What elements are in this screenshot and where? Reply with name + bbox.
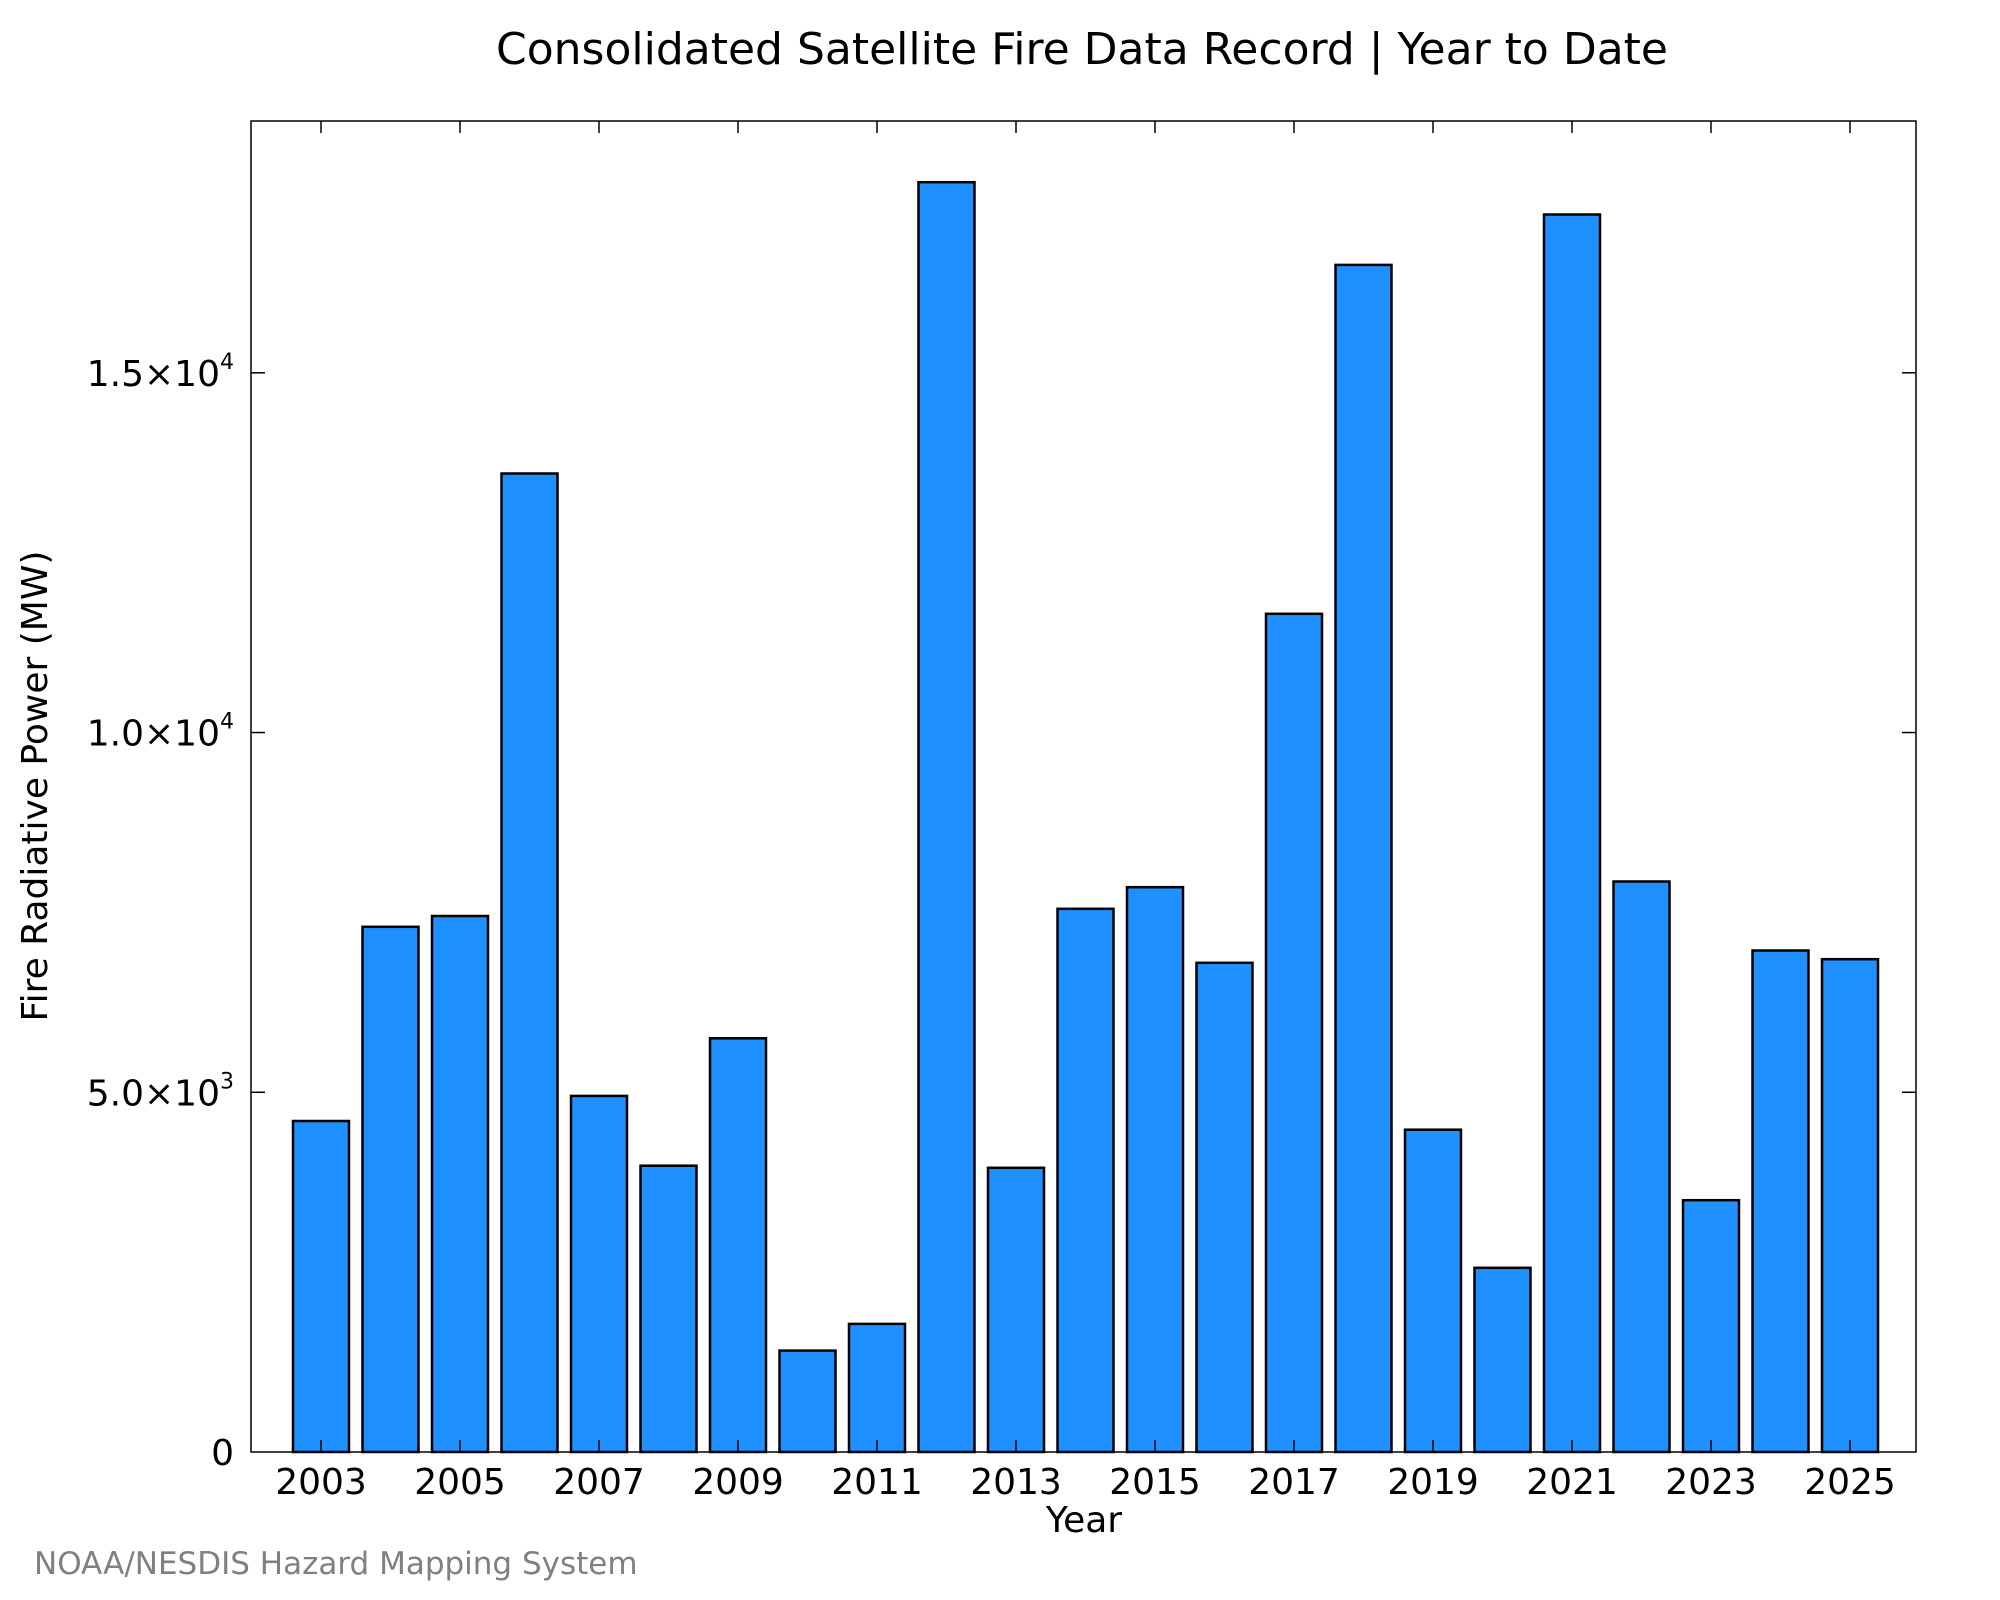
bar-2014 bbox=[1056, 907, 1115, 1454]
x-tick-label: 2019 bbox=[1387, 1462, 1479, 1503]
bar-2022 bbox=[1612, 880, 1671, 1454]
bar-2018 bbox=[1334, 263, 1393, 1454]
bar-2005 bbox=[430, 914, 490, 1454]
bar-2019 bbox=[1403, 1128, 1463, 1454]
x-tick-label: 2015 bbox=[1109, 1462, 1201, 1503]
y-tick-label: 5.0×103 bbox=[87, 1069, 234, 1114]
bar-2003 bbox=[291, 1119, 351, 1454]
x-tick-label: 2023 bbox=[1665, 1462, 1757, 1503]
credit-text: NOAA/NESDIS Hazard Mapping System bbox=[34, 1546, 638, 1582]
chart-title: Consolidated Satellite Fire Data Record … bbox=[496, 24, 1668, 75]
x-tick-label: 2007 bbox=[553, 1462, 645, 1503]
x-tick-label: 2009 bbox=[692, 1462, 784, 1503]
x-tick-label: 2005 bbox=[414, 1462, 506, 1503]
y-tick-label: 0 bbox=[211, 1433, 234, 1474]
bar-2024 bbox=[1751, 949, 1810, 1454]
x-tick-label: 2017 bbox=[1248, 1462, 1340, 1503]
x-tick-label: 2003 bbox=[275, 1462, 367, 1503]
x-tick-label: 2021 bbox=[1526, 1462, 1618, 1503]
bar-2023 bbox=[1681, 1198, 1741, 1454]
bar-2021 bbox=[1542, 213, 1602, 1454]
bar-2012 bbox=[917, 180, 976, 1454]
y-tick-label: 1.0×104 bbox=[87, 710, 234, 755]
y-axis-label: Fire Radiative Power (MW) bbox=[15, 551, 56, 1022]
y-axis-ticks: 0 5.0×103 1.0×104 1.5×104 bbox=[87, 350, 1916, 1474]
bar-2016 bbox=[1195, 961, 1254, 1454]
bar-2008 bbox=[639, 1164, 698, 1454]
x-tick-label: 2025 bbox=[1804, 1462, 1896, 1503]
bar-2013 bbox=[986, 1166, 1046, 1454]
x-axis-label: Year bbox=[1045, 1500, 1122, 1541]
bar-2017 bbox=[1264, 612, 1324, 1454]
bar-2007 bbox=[569, 1094, 629, 1454]
bar-2004 bbox=[361, 925, 420, 1454]
bars-group bbox=[291, 180, 1880, 1454]
bar-2025 bbox=[1820, 957, 1880, 1454]
bar-2006 bbox=[500, 472, 559, 1454]
bar-2010 bbox=[778, 1349, 837, 1454]
bar-2020 bbox=[1473, 1266, 1532, 1454]
x-tick-label: 2011 bbox=[831, 1462, 923, 1503]
bar-2009 bbox=[708, 1037, 768, 1454]
x-axis-ticks: 2003 2005 2007 2009 2011 2013 2015 2017 2019 2021… bbox=[275, 121, 1896, 1503]
x-tick-label: 2013 bbox=[970, 1462, 1062, 1503]
plot-frame bbox=[250, 120, 1917, 1453]
bar-2011 bbox=[847, 1322, 907, 1454]
y-tick-label: 1.5×104 bbox=[87, 350, 234, 395]
bar-2015 bbox=[1125, 885, 1185, 1454]
